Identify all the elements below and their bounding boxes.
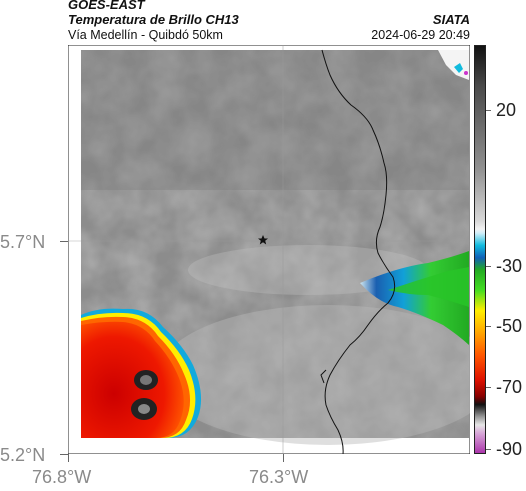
lat-tick	[60, 241, 68, 242]
title-product: Temperatura de Brillo CH13	[68, 12, 239, 27]
colorbar-tick	[486, 266, 491, 267]
colorbar-tick-label: -90	[496, 439, 523, 459]
lon-tick	[68, 454, 69, 462]
colorbar-tick	[486, 326, 491, 327]
lat-tick	[60, 454, 68, 455]
lon-label: 76.3°W	[249, 467, 309, 487]
brightness-temperature-map	[68, 45, 470, 454]
colorbar-tick	[486, 449, 491, 450]
colorbar-tick-label: -70	[496, 377, 523, 397]
colorbar	[474, 45, 486, 454]
colorbar-tick	[486, 387, 491, 388]
colorbar-tick	[486, 110, 491, 111]
colorbar-tick-label: -50	[496, 316, 523, 336]
lat-label: 5.7°N	[0, 232, 46, 252]
title-satellite: GOES-EAST	[68, 0, 145, 12]
department-border	[321, 49, 396, 454]
lon-label: 76.8°W	[32, 467, 92, 487]
lat-label: 5.2°N	[0, 445, 46, 465]
star-icon	[258, 235, 268, 245]
colorbar-tick-label: 20	[496, 100, 517, 120]
lon-tick	[283, 454, 284, 462]
region-label: Vía Medellín - Quibdó 50km	[68, 28, 223, 42]
source-label: SIATA	[432, 12, 470, 27]
colorbar-tick-label: -30	[496, 256, 523, 276]
datetime-label: 2024-06-29 20:49	[371, 28, 470, 42]
